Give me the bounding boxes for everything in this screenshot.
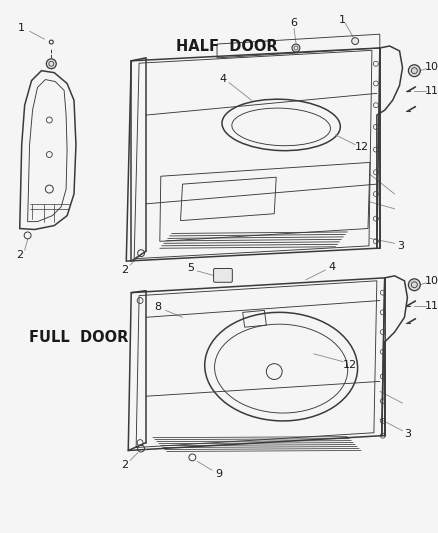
Text: 1: 1 xyxy=(18,23,25,33)
Text: 11: 11 xyxy=(425,86,438,96)
Circle shape xyxy=(46,59,56,69)
Text: 10: 10 xyxy=(425,276,438,286)
Text: 5: 5 xyxy=(187,263,194,273)
Text: 4: 4 xyxy=(329,262,336,272)
Text: 12: 12 xyxy=(355,142,369,151)
Circle shape xyxy=(292,44,300,52)
Text: 2: 2 xyxy=(16,250,23,260)
Text: HALF  DOOR: HALF DOOR xyxy=(176,38,278,53)
Text: 4: 4 xyxy=(219,74,226,84)
Text: 10: 10 xyxy=(425,62,438,72)
Text: 11: 11 xyxy=(425,302,438,311)
Text: 2: 2 xyxy=(121,265,128,275)
Text: 3: 3 xyxy=(397,241,404,251)
Text: 1: 1 xyxy=(339,15,346,26)
Text: 9: 9 xyxy=(215,469,223,479)
Text: 2: 2 xyxy=(121,461,128,470)
Circle shape xyxy=(352,38,359,45)
Circle shape xyxy=(408,279,420,290)
Text: 3: 3 xyxy=(404,429,411,439)
Circle shape xyxy=(408,64,420,77)
Text: 8: 8 xyxy=(154,302,162,312)
FancyBboxPatch shape xyxy=(214,269,232,282)
Text: 12: 12 xyxy=(343,360,357,370)
Text: 6: 6 xyxy=(290,18,297,28)
Text: FULL  DOOR: FULL DOOR xyxy=(29,329,129,344)
